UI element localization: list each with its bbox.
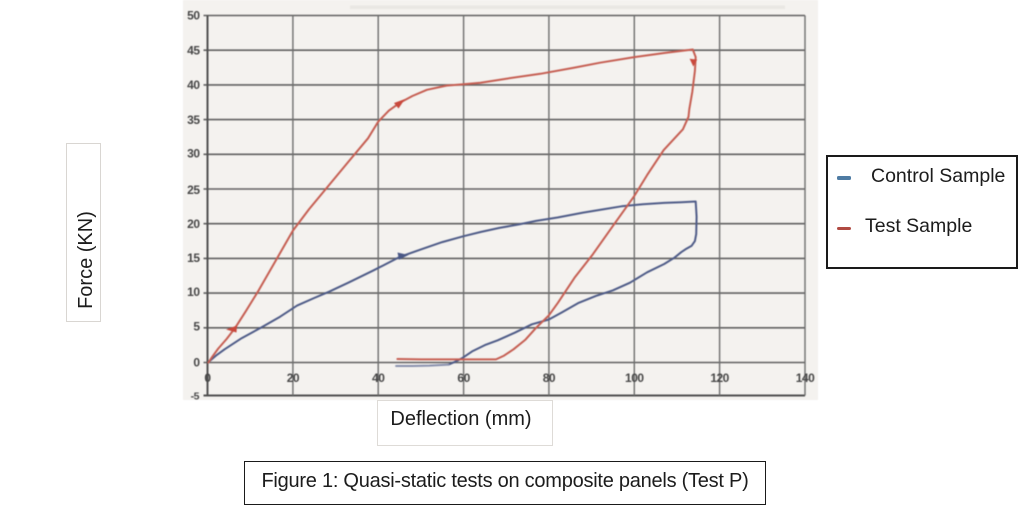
svg-text:80: 80	[543, 371, 556, 385]
svg-text:40: 40	[187, 78, 200, 92]
svg-text:0: 0	[193, 356, 200, 370]
svg-text:120: 120	[710, 371, 729, 385]
svg-text:5: 5	[193, 320, 200, 334]
svg-text:20: 20	[287, 371, 300, 385]
svg-text:140: 140	[796, 371, 815, 385]
svg-text:50: 50	[187, 9, 200, 23]
svg-text:100: 100	[625, 371, 644, 385]
svg-text:-5: -5	[191, 391, 200, 403]
svg-text:25: 25	[187, 183, 200, 197]
svg-text:20: 20	[187, 217, 200, 231]
svg-text:40: 40	[372, 371, 385, 385]
svg-text:35: 35	[187, 113, 200, 127]
svg-text:45: 45	[187, 43, 200, 57]
svg-text:10: 10	[187, 285, 200, 299]
svg-text:15: 15	[187, 251, 200, 265]
svg-text:0: 0	[204, 371, 211, 385]
svg-text:60: 60	[457, 371, 470, 385]
svg-text:30: 30	[187, 147, 200, 161]
